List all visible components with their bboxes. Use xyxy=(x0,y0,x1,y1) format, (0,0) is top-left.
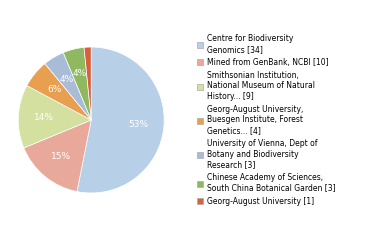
Wedge shape xyxy=(27,64,91,120)
Wedge shape xyxy=(77,47,164,193)
Text: 4%: 4% xyxy=(73,70,87,78)
Wedge shape xyxy=(18,86,91,148)
Text: 15%: 15% xyxy=(51,152,71,161)
Text: 4%: 4% xyxy=(60,75,74,84)
Legend: Centre for Biodiversity
Genomics [34], Mined from GenBank, NCBI [10], Smithsonia: Centre for Biodiversity Genomics [34], M… xyxy=(195,33,337,207)
Text: 6%: 6% xyxy=(48,85,62,94)
Wedge shape xyxy=(45,53,91,120)
Text: 14%: 14% xyxy=(34,113,54,122)
Wedge shape xyxy=(24,120,91,192)
Wedge shape xyxy=(84,47,91,120)
Text: 53%: 53% xyxy=(128,120,149,129)
Wedge shape xyxy=(63,47,91,120)
